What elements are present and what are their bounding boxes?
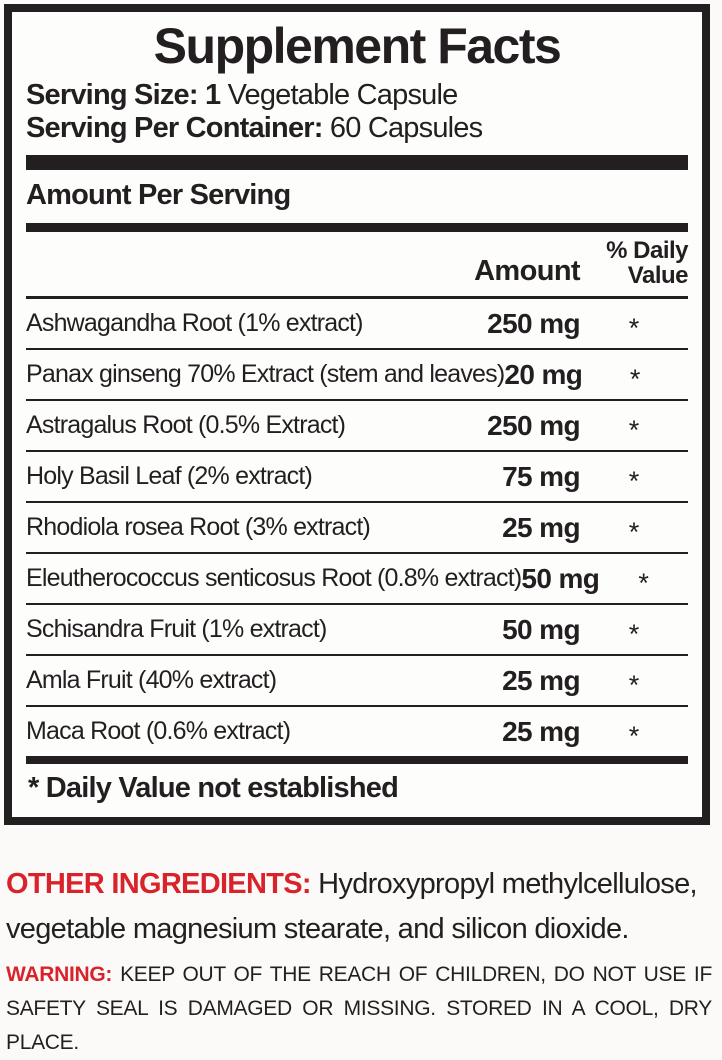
other-ingredients-paragraph: OTHER INGREDIENTS: Hydroxypropyl methylc… [6,862,716,952]
warning-label: WARNING: [6,963,113,986]
ingredient-amount: 75 mg [502,460,581,492]
ingredient-name: Eleutherococcus senticosus Root (0.8% ex… [26,564,522,593]
ingredient-name: Panax ginseng 70% Extract (stem and leav… [26,360,505,389]
ingredient-name: Amla Fruit (40% extract) [26,666,277,695]
other-ingredients-label: OTHER INGREDIENTS: [6,868,312,900]
divider-bar-bottom [26,758,688,765]
ingredient-amount: 25 mg [502,511,581,543]
ingredient-daily-value: * [628,670,640,701]
ingredient-name: Astragalus Root (0.5% Extract) [26,411,346,440]
other-ingredients-text: Hydroxypropyl methylcellulose, vegetable… [6,868,698,945]
divider-bar-top [26,154,688,170]
supplement-facts-title: Supplement Facts [153,18,562,74]
ingredient-amount: 20 mg [504,358,583,390]
table-row: Panax ginseng 70% Extract (stem and leav… [26,350,688,402]
daily-value-footnote: * Daily Value not established [28,772,399,805]
table-row: Maca Root (0.6% extract) 25 mg * [26,707,688,759]
ingredient-amount: 25 mg [502,715,581,747]
warning-text: KEEP OUT OF THE REACH OF CHILDREN, DO NO… [6,963,712,1055]
serving-size-line: Serving Size: 1 Vegetable Capsule [26,79,688,113]
column-header-amount: Amount [474,255,581,288]
amount-per-serving-header: Amount Per Serving [26,178,291,211]
column-header-daily-value: % Daily Value [606,236,688,289]
ingredient-daily-value: * [628,466,640,497]
ingredient-amount: 25 mg [502,664,581,696]
ingredient-amount: 50 mg [521,562,600,594]
table-row: Amla Fruit (40% extract) 25 mg * [26,656,688,708]
table-row: Eleutherococcus senticosus Root (0.8% ex… [26,554,688,606]
ingredient-name: Schisandra Fruit (1% extract) [26,615,327,644]
ingredient-name: Rhodiola rosea Root (3% extract) [26,513,371,542]
supplement-facts-panel: Supplement Facts Serving Size: 1 Vegetab… [4,4,710,826]
warning-paragraph: WARNING: KEEP OUT OF THE REACH OF CHILDR… [6,958,712,1060]
divider-bar-mid [26,222,688,232]
table-row: Rhodiola rosea Root (3% extract) 25 mg * [26,503,688,555]
ingredient-amount: 50 mg [502,613,581,645]
table-row: Holy Basil Leaf (2% extract) 75 mg * [26,452,688,504]
ingredient-name: Ashwagandha Root (1% extract) [26,309,364,338]
ingredient-daily-value: * [628,415,640,446]
table-row: Ashwagandha Root (1% extract) 250 mg * [26,299,688,351]
ingredient-daily-value: * [628,619,640,650]
ingredient-name: Maca Root (0.6% extract) [26,717,291,746]
serving-size-label: Serving Size: 1 [26,78,221,111]
serving-info: Serving Size: 1 Vegetable Capsule Servin… [26,79,688,146]
serving-size-value: Vegetable Capsule [220,78,459,111]
ingredient-daily-value: * [629,364,641,395]
ingredient-daily-value: * [628,313,640,344]
servings-per-container-value: 60 Capsules [322,112,483,145]
table-header-row: Amount % Daily Value [26,232,688,296]
ingredient-daily-value: * [628,721,640,752]
ingredient-amount: 250 mg [487,307,581,339]
table-row: Astragalus Root (0.5% Extract) 250 mg * [26,401,688,453]
ingredient-amount: 250 mg [487,409,581,441]
ingredient-daily-value: * [638,568,649,599]
table-row: Schisandra Fruit (1% extract) 50 mg * [26,605,688,657]
table-header-rule [26,296,688,300]
ingredient-name: Holy Basil Leaf (2% extract) [26,462,313,491]
ingredient-daily-value: * [628,517,640,548]
servings-per-container-line: Serving Per Container: 60 Capsules [26,112,688,146]
servings-per-container-label: Serving Per Container: [26,112,323,145]
